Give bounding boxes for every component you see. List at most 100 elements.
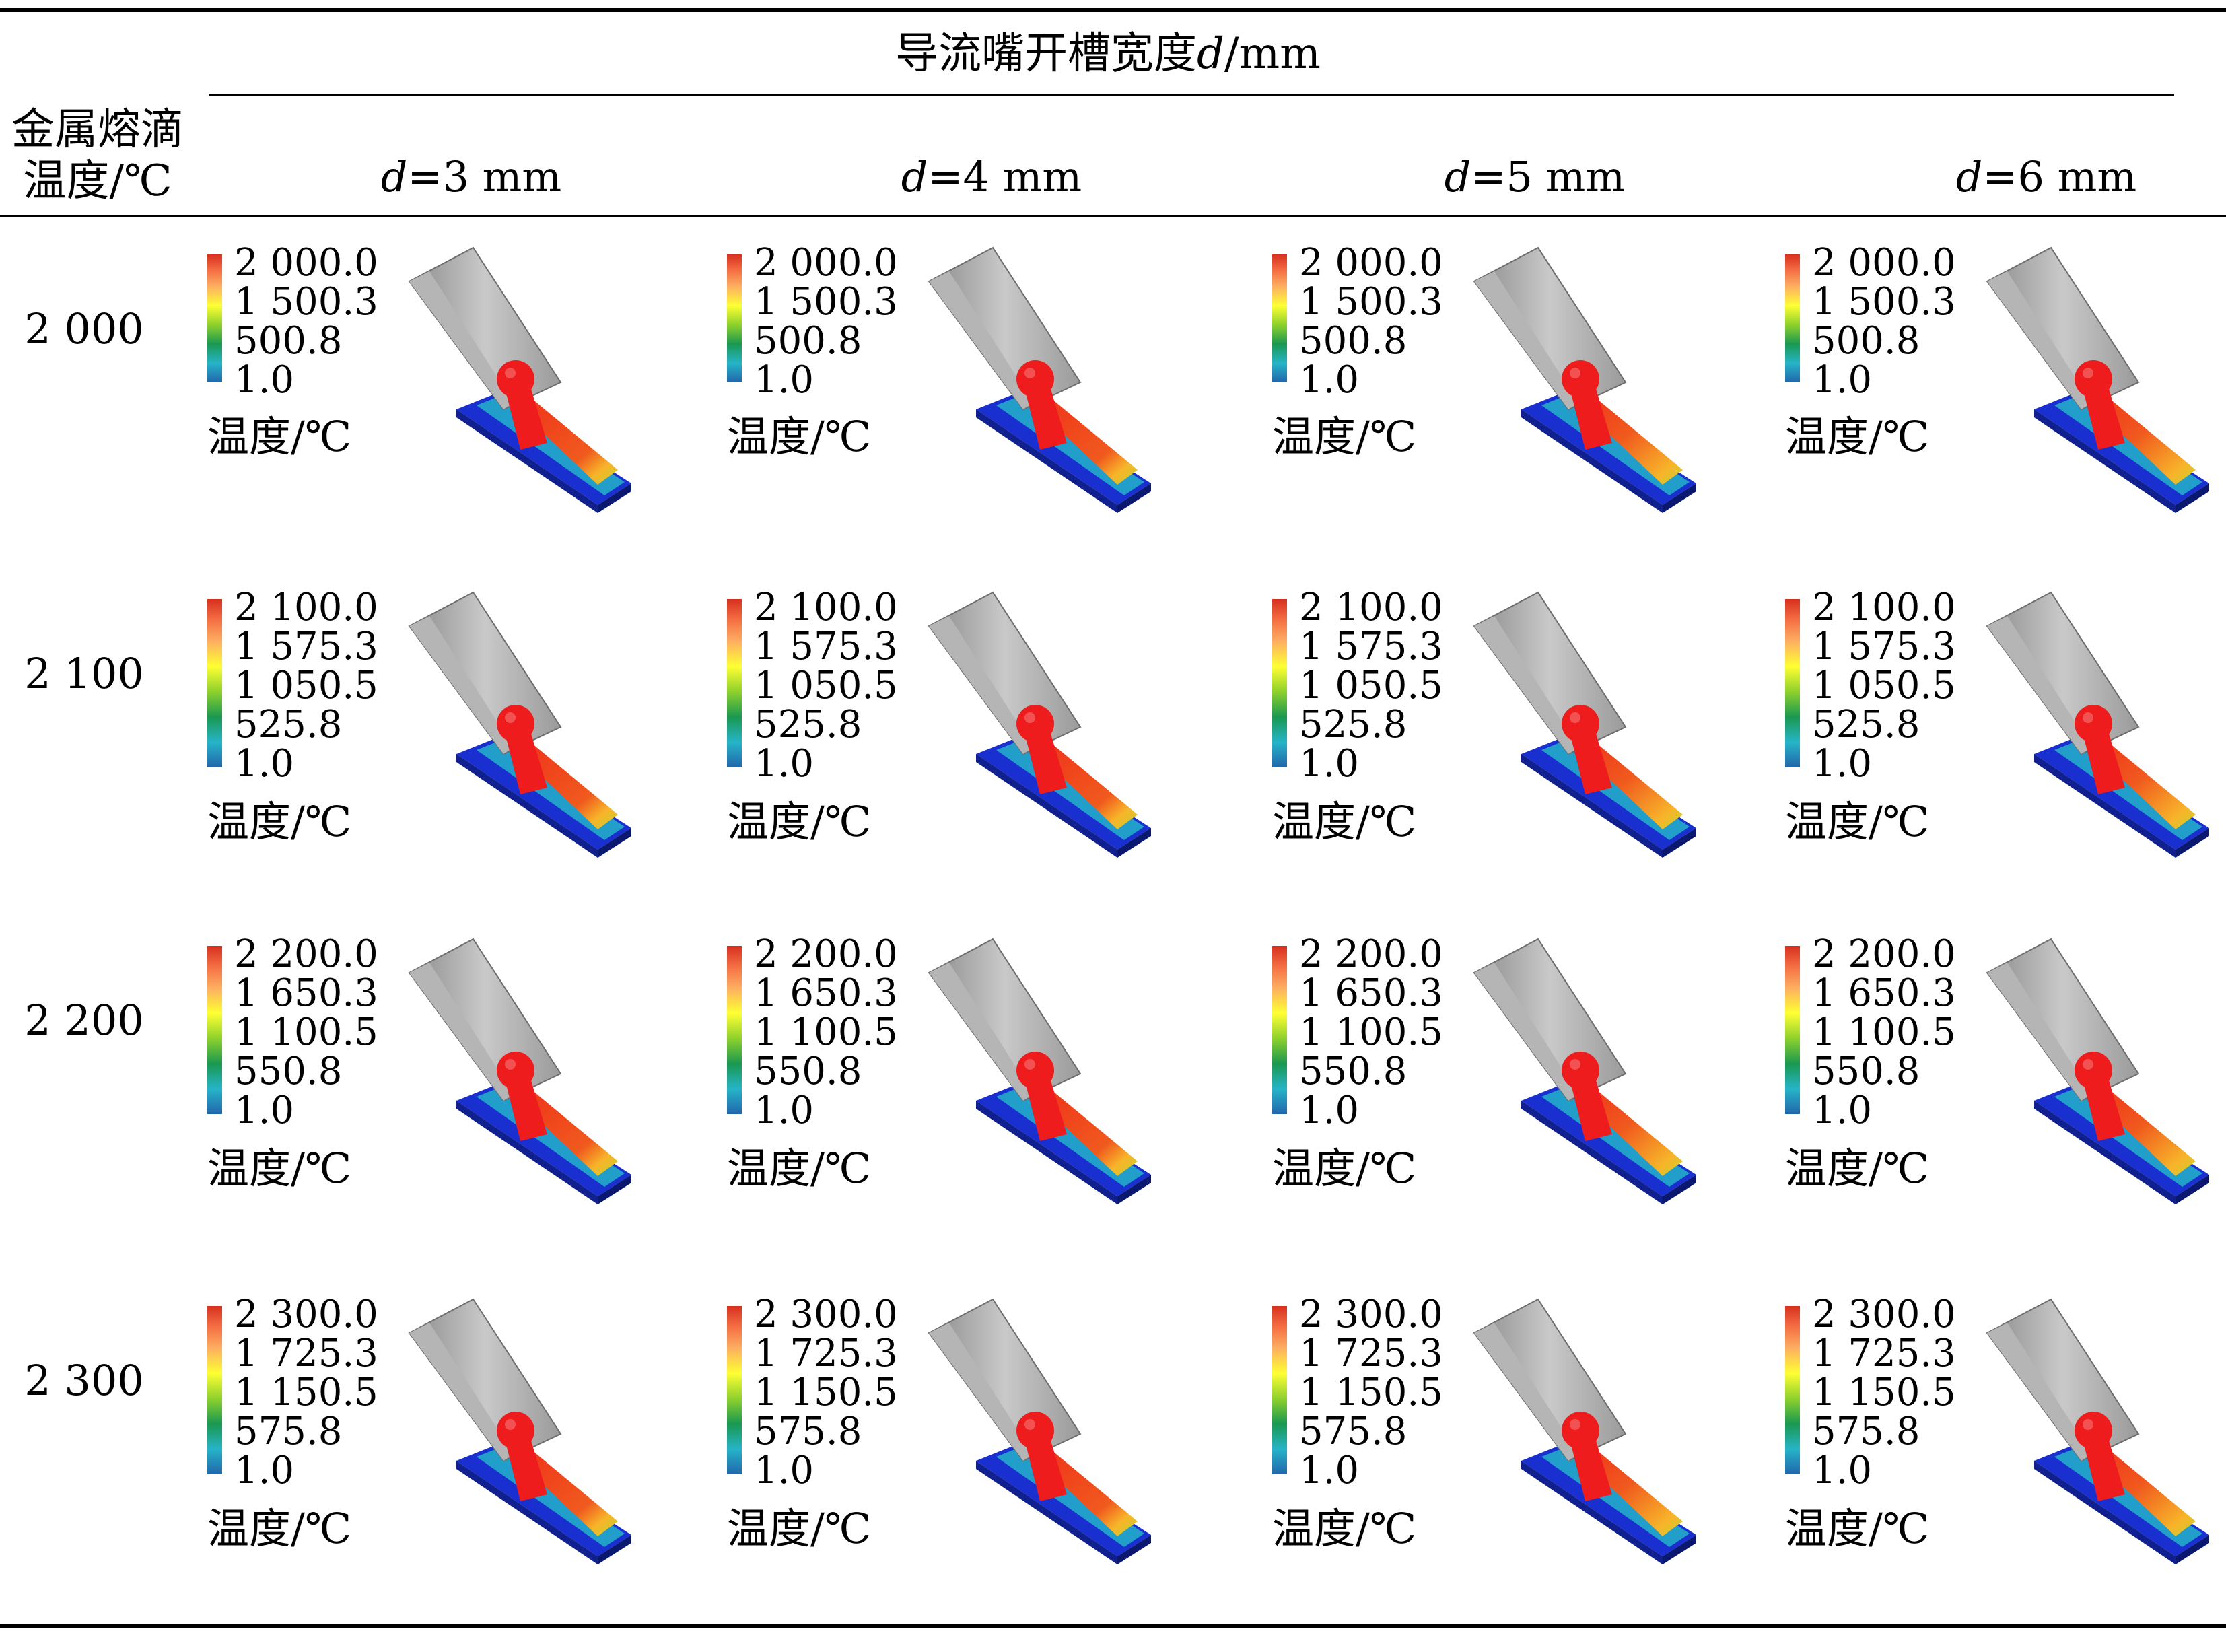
sim-cell: 2 300.0 1 725.3 1 150.5 575.8 1.0 温度/℃ <box>727 1295 1239 1602</box>
colorbar-tick-label: 1.0 <box>754 358 814 402</box>
bottom-rule <box>0 1624 2226 1628</box>
colorbar <box>1785 254 1800 382</box>
colorbar-unit: 温度/℃ <box>207 1504 352 1553</box>
colorbar-tick-label: 2 300.0 <box>234 1293 378 1336</box>
colorbar-tick-label: 1.0 <box>1812 1089 1873 1132</box>
metal-droplet <box>2075 1412 2112 1449</box>
colorbar-tick-label: 1.0 <box>1812 358 1873 402</box>
colorbar-ticks: 2 300.0 1 725.3 1 150.5 575.8 1.0 <box>1299 1295 1443 1490</box>
colorbar-tick-label: 2 000.0 <box>754 241 898 285</box>
nozzle <box>928 246 1082 411</box>
simulation-render <box>928 938 1151 1204</box>
colorbar-tick-label: 1 575.3 <box>234 625 378 668</box>
simulation-render <box>928 246 1151 513</box>
simulation-render <box>1473 246 1696 513</box>
colorbar-tick-label: 1.0 <box>754 1449 814 1492</box>
sim-cell: 2 000.0 1 500.3 500.8 1.0 温度/℃ <box>1785 244 2226 551</box>
header-rule <box>0 215 2226 217</box>
colorbar-tick-label: 2 000.0 <box>1812 241 1956 285</box>
sim-cell: 2 000.0 1 500.3 500.8 1.0 温度/℃ <box>1272 244 1784 551</box>
colorbar-ticks: 2 200.0 1 650.3 1 100.5 550.8 1.0 <box>754 935 898 1130</box>
colorbar-tick-label: 1 050.5 <box>1299 664 1443 708</box>
colorbar <box>727 1306 742 1474</box>
colorbar-unit: 温度/℃ <box>727 797 872 846</box>
colorbar-tick-label: 1.0 <box>234 742 295 786</box>
colorbar-unit: 温度/℃ <box>207 797 352 846</box>
sim-cell: 2 200.0 1 650.3 1 100.5 550.8 1.0 温度/℃ <box>727 935 1239 1242</box>
metal-droplet <box>1016 705 1054 743</box>
colorbar <box>207 254 222 382</box>
nozzle <box>1986 591 2140 755</box>
colorbar-tick-label: 1.0 <box>1812 1449 1873 1492</box>
colorbar-tick-label: 2 100.0 <box>1299 586 1443 629</box>
nozzle <box>1473 591 1627 755</box>
colorbar-unit: 温度/℃ <box>1785 797 1930 846</box>
colorbar-unit: 温度/℃ <box>1785 412 1930 461</box>
colorbar-tick-label: 1 575.3 <box>1812 625 1956 668</box>
nozzle <box>928 938 1082 1102</box>
colorbar-ticks: 2 200.0 1 650.3 1 100.5 550.8 1.0 <box>234 935 378 1130</box>
colorbar-tick-label: 2 300.0 <box>1299 1293 1443 1336</box>
sim-cell: 2 200.0 1 650.3 1 100.5 550.8 1.0 温度/℃ <box>207 935 719 1242</box>
colorbar-tick-label: 2 000.0 <box>1299 241 1443 285</box>
sim-cell: 2 200.0 1 650.3 1 100.5 550.8 1.0 温度/℃ <box>1785 935 2226 1242</box>
sim-cell: 2 300.0 1 725.3 1 150.5 575.8 1.0 温度/℃ <box>1272 1295 1784 1602</box>
colorbar-tick-label: 1 050.5 <box>234 664 378 708</box>
colorbar-tick-label: 1 650.3 <box>754 971 898 1015</box>
metal-droplet <box>2075 1052 2112 1089</box>
colorbar-tick-label: 1 575.3 <box>754 625 898 668</box>
colorbar-tick-label: 500.8 <box>1299 319 1407 363</box>
colorbar-tick-label: 1 100.5 <box>1299 1010 1443 1054</box>
group-title-var: d <box>1197 29 1224 79</box>
colorbar-tick-label: 2 000.0 <box>234 241 378 285</box>
column-header-label: =4 mm <box>928 152 1082 201</box>
nozzle <box>928 1298 1082 1462</box>
colorbar-tick-label: 1 650.3 <box>1812 971 1956 1015</box>
colorbar-tick-label: 1.0 <box>234 358 295 402</box>
metal-droplet <box>1016 360 1054 398</box>
colorbar-tick-label: 2 100.0 <box>754 586 898 629</box>
metal-droplet <box>497 1412 534 1449</box>
colorbar-tick-label: 1 725.3 <box>234 1332 378 1375</box>
colorbar-unit: 温度/℃ <box>1272 1144 1417 1193</box>
colorbar-ticks: 2 300.0 1 725.3 1 150.5 575.8 1.0 <box>1812 1295 1956 1490</box>
colorbar-tick-label: 2 100.0 <box>234 586 378 629</box>
colorbar-tick-label: 2 200.0 <box>754 932 898 976</box>
sim-cell: 2 300.0 1 725.3 1 150.5 575.8 1.0 温度/℃ <box>207 1295 719 1602</box>
nozzle <box>408 938 562 1102</box>
metal-droplet <box>2075 705 2112 743</box>
column-header-var: d <box>901 152 928 201</box>
colorbar-tick-label: 2 100.0 <box>1812 586 1956 629</box>
colorbar-tick-label: 575.8 <box>234 1410 343 1453</box>
sim-cell: 2 200.0 1 650.3 1 100.5 550.8 1.0 温度/℃ <box>1272 935 1784 1242</box>
colorbar-tick-label: 1 100.5 <box>234 1010 378 1054</box>
row-label-4: 2 300 <box>24 1356 144 1405</box>
row-title-line1: 金属熔滴 <box>11 105 184 155</box>
simulation-render <box>408 1298 631 1564</box>
colorbar-ticks: 2 100.0 1 575.3 1 050.5 525.8 1.0 <box>754 588 898 784</box>
colorbar-tick-label: 1 650.3 <box>234 971 378 1015</box>
colorbar <box>1785 599 1800 767</box>
row-title: 金属熔滴 温度/℃ <box>0 104 195 207</box>
simulation-render <box>408 246 631 513</box>
nozzle <box>1473 1298 1627 1462</box>
colorbar-tick-label: 1 500.3 <box>234 280 378 324</box>
colorbar-unit: 温度/℃ <box>727 412 872 461</box>
column-header-var: d <box>380 152 408 201</box>
colorbar-tick-label: 1.0 <box>1299 1089 1360 1132</box>
colorbar-tick-label: 500.8 <box>234 319 343 363</box>
colorbar-tick-label: 500.8 <box>754 319 862 363</box>
colorbar-tick-label: 1 100.5 <box>1812 1010 1956 1054</box>
colorbar-tick-label: 1.0 <box>754 742 814 786</box>
column-header-label: =3 mm <box>407 152 562 201</box>
colorbar-tick-label: 500.8 <box>1812 319 1920 363</box>
colorbar-tick-label: 1 725.3 <box>1812 1332 1956 1375</box>
simulation-render <box>1473 591 1696 858</box>
colorbar-tick-label: 1 500.3 <box>1812 280 1956 324</box>
colorbar-ticks: 2 300.0 1 725.3 1 150.5 575.8 1.0 <box>234 1295 378 1490</box>
nozzle <box>1473 246 1627 411</box>
simulation-render <box>408 938 631 1204</box>
colorbar-tick-label: 1.0 <box>1299 1449 1360 1492</box>
sim-cell: 2 300.0 1 725.3 1 150.5 575.8 1.0 温度/℃ <box>1785 1295 2226 1602</box>
nozzle <box>408 1298 562 1462</box>
